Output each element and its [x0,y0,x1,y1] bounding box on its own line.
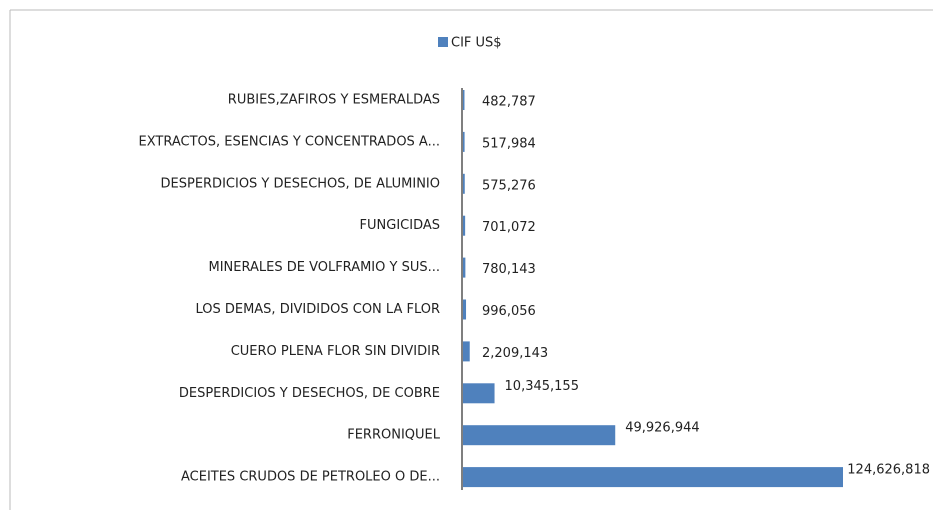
legend-label: CIF US$ [451,36,502,51]
value-label: 10,345,155 [505,379,579,394]
value-label: 124,626,818 [847,463,930,478]
value-label: 517,984 [482,136,536,151]
category-label: FERRONIQUEL [347,428,441,443]
value-label: 482,787 [482,95,536,110]
category-label: RUBIES,ZAFIROS Y ESMERALDAS [228,93,440,108]
category-label: LOS DEMAS, DIVIDIDOS CON LA FLOR [195,302,440,317]
bar [463,341,470,362]
bar [463,257,466,278]
category-label: MINERALES DE VOLFRAMIO Y SUS... [208,260,440,275]
value-label: 575,276 [482,178,536,193]
bar [463,425,616,446]
category-label: FUNGICIDAS [360,218,440,233]
category-label: DESPERDICIOS Y DESECHOS, DE ALUMINIO [161,176,441,191]
value-label: 996,056 [482,304,536,319]
bar [463,383,495,404]
value-label: 2,209,143 [482,346,548,361]
bar [463,299,467,320]
bar [463,467,843,488]
bar [463,173,465,194]
bar [463,131,465,152]
value-label: 780,143 [482,262,536,277]
bar [463,215,466,236]
category-label: CUERO PLENA FLOR SIN DIVIDIR [231,344,440,359]
bar [463,90,465,110]
legend-swatch [438,37,448,47]
category-label: EXTRACTOS, ESENCIAS Y CONCENTRADOS A... [138,134,440,149]
value-label: 49,926,944 [625,421,699,436]
value-label: 701,072 [482,220,536,235]
category-label: ACEITES CRUDOS DE PETROLEO O DE... [181,470,440,485]
category-label: DESPERDICIOS Y DESECHOS, DE COBRE [179,386,440,401]
